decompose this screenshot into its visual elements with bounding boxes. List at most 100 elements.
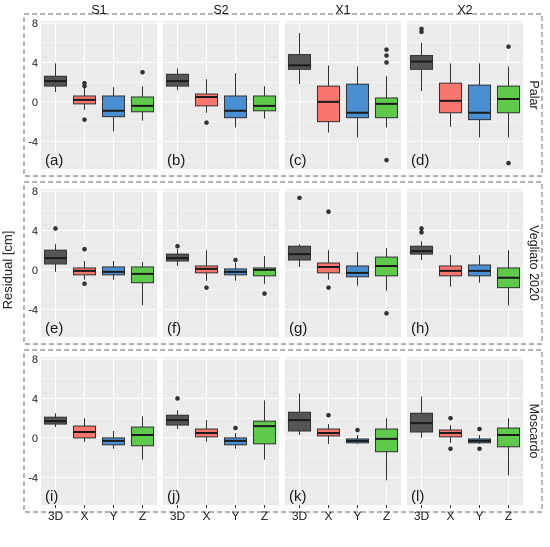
y-tick-label: 0 (32, 97, 38, 109)
y-tick-label: 0 (32, 433, 38, 445)
outlier-point (204, 285, 209, 290)
y-tick-label: -4 (28, 472, 38, 484)
box-Z (252, 267, 277, 277)
row-frame-2 (23, 349, 543, 513)
panel-background (285, 21, 401, 169)
x-tick-label: X (202, 509, 210, 523)
outlier-point (477, 426, 482, 432)
outlier-point (384, 60, 389, 65)
row-frame-0 (23, 13, 543, 177)
outlier-point (53, 226, 58, 231)
box-X (438, 82, 463, 114)
outlier-point (419, 226, 424, 231)
x-tick-label: 3D (48, 509, 64, 523)
box-X (194, 93, 219, 107)
outlier-point (204, 120, 209, 125)
outlier-point (140, 70, 145, 75)
panel-label: (c) (289, 152, 307, 169)
outlier-point (506, 44, 511, 49)
panel-label: (e) (45, 320, 63, 337)
x-tick-label: 3D (292, 509, 308, 523)
y-tick-label: 4 (32, 225, 38, 237)
outlier-point (506, 160, 511, 166)
x-tick-label: Y (475, 509, 483, 523)
panel-background (163, 21, 279, 169)
row-frame-1 (23, 181, 543, 345)
panel: (e) -4 0 4 8 (28, 186, 157, 337)
x-tick-label: 3D (414, 509, 430, 523)
outlier-point (297, 195, 302, 201)
panel: (k) (285, 357, 401, 505)
x-tick-label: Y (353, 509, 361, 523)
outlier-point (326, 285, 331, 290)
panel: (a) -4 0 4 8 (28, 18, 157, 169)
panel-label: (a) (45, 152, 63, 169)
outlier-point (419, 29, 424, 35)
box-Y (345, 265, 370, 278)
outlier-point (355, 427, 360, 433)
x-tick-label: Z (261, 509, 268, 523)
panel-background (163, 189, 279, 337)
outlier-point (82, 83, 87, 89)
box-Y (223, 95, 248, 119)
y-tick-label: 8 (32, 18, 38, 30)
outlier-point (233, 257, 238, 263)
panel: (j) (163, 357, 279, 505)
panel-label: (j) (167, 488, 180, 505)
figure-labels: Residual [cm] S1 S2 X1 X2 Palar Vegliato 2020… (0, 3, 541, 523)
outlier-point (419, 230, 424, 235)
panel-label: (b) (167, 152, 185, 169)
panel: (c) (285, 21, 401, 169)
box-3D (287, 54, 312, 70)
x-tick-label: 3D (170, 509, 186, 523)
box-Z (252, 95, 277, 112)
panel: (i) -4 0 4 8 (28, 354, 157, 505)
x-tick-label: X (446, 509, 454, 523)
box-Z (130, 96, 155, 113)
row-title: Vegliato 2020 (527, 225, 541, 301)
x-tick-label: X (324, 509, 332, 523)
column-title: X2 (457, 3, 472, 17)
y-tick-label: 0 (32, 265, 38, 277)
outlier-point (326, 209, 331, 214)
panel-label: (h) (411, 320, 429, 337)
panel-background (407, 189, 523, 337)
x-tick-label: Z (383, 509, 390, 523)
box-Z (374, 428, 399, 453)
outlier-point (384, 47, 389, 52)
outlier-point (233, 425, 238, 431)
row-title: Palar (527, 80, 541, 109)
outlier-point (175, 243, 180, 249)
y-tick-label: 4 (32, 393, 38, 405)
x-tick-label: Y (231, 509, 239, 523)
box-Y (467, 84, 492, 121)
facet-frames (23, 13, 543, 513)
box-Z (130, 426, 155, 447)
column-title: X1 (335, 3, 350, 17)
outlier-point (82, 281, 87, 287)
panel: (f) (163, 189, 279, 337)
box-X (316, 85, 341, 123)
outlier-point (384, 53, 389, 58)
panel: (g) (285, 189, 401, 337)
panel-label: (d) (411, 152, 429, 169)
panel-label: (g) (289, 320, 307, 337)
panel: (h) (407, 189, 523, 337)
column-title: S2 (213, 3, 228, 17)
outlier-point (448, 415, 453, 421)
outlier-point (262, 291, 267, 296)
panel: (d) (407, 21, 523, 169)
box-Z (252, 420, 277, 445)
outlier-point (477, 446, 482, 452)
box-Y (345, 83, 370, 119)
panel-label: (f) (167, 320, 181, 337)
outlier-point (175, 396, 180, 401)
row-title: Moscardo (527, 404, 541, 459)
box-Z (496, 427, 521, 448)
x-tick-label: Y (109, 509, 117, 523)
outlier-point (384, 311, 389, 316)
y-tick-label: -4 (28, 136, 38, 148)
outlier-point (82, 117, 87, 122)
panel-label: (i) (45, 488, 58, 505)
